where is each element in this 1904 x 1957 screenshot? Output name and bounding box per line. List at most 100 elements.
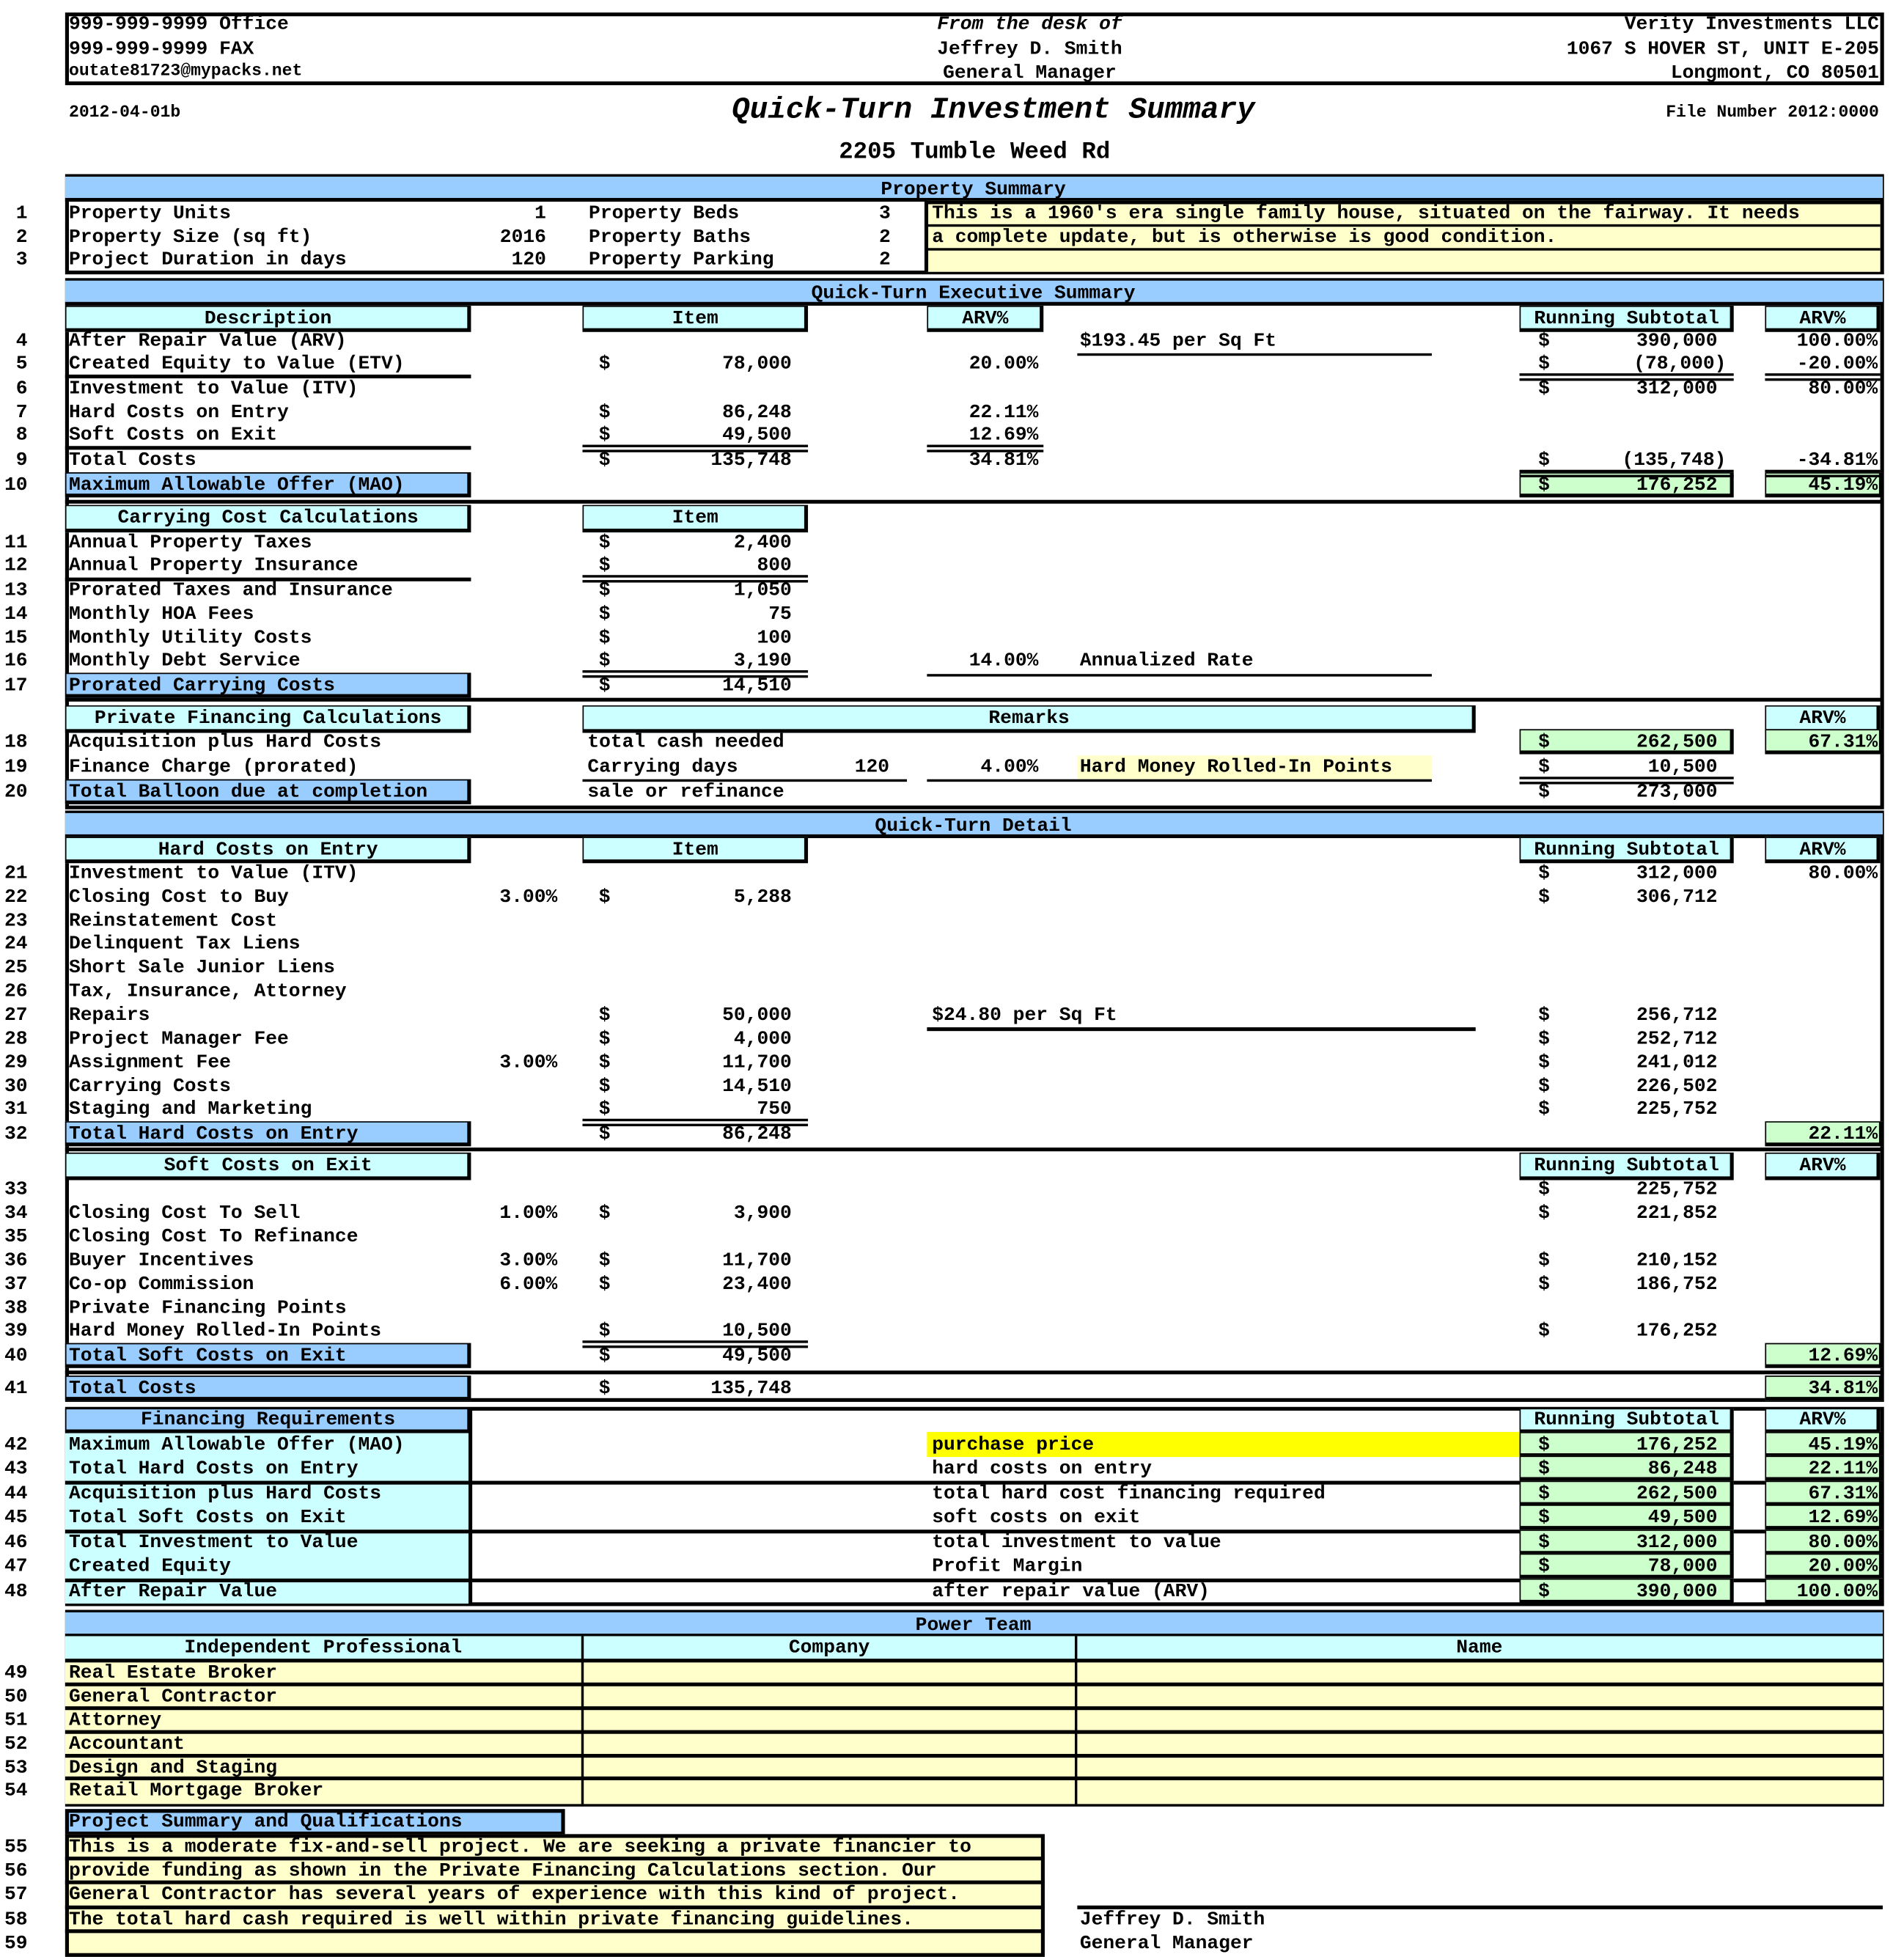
property-description-line[interactable]: This is a 1960's era single family house… bbox=[932, 202, 1800, 224]
row-number: 37 bbox=[4, 1272, 28, 1296]
row-number: 3 bbox=[15, 248, 28, 271]
arv-percent-total: 22.11% bbox=[1808, 1122, 1878, 1145]
running-subtotal: 312,000 bbox=[1636, 862, 1718, 885]
row-number: 49 bbox=[4, 1661, 28, 1684]
name-field[interactable] bbox=[1082, 1709, 1871, 1732]
row-number: 38 bbox=[4, 1296, 28, 1320]
line-item-label: Finance Charge (prorated) bbox=[68, 755, 359, 779]
row-number: 43 bbox=[4, 1457, 28, 1480]
currency-symbol: $ bbox=[1538, 1433, 1550, 1456]
project-summary-line[interactable] bbox=[69, 1932, 1040, 1955]
soft-col-arv-percent-label: ARV% bbox=[1799, 1153, 1846, 1177]
arv-percent-total: 80.00% bbox=[1808, 862, 1878, 885]
desc-border bbox=[927, 200, 1883, 205]
currency-symbol: $ bbox=[598, 579, 611, 602]
arv-percent: 22.11% bbox=[968, 400, 1039, 424]
currency-symbol: $ bbox=[1538, 1579, 1550, 1603]
from-desk-label: From the desk of bbox=[937, 12, 1122, 35]
row-number: 22 bbox=[4, 885, 28, 908]
manager-role: General Manager bbox=[943, 61, 1117, 84]
project-summary-line[interactable]: The total hard cash required is well wit… bbox=[68, 1908, 914, 1931]
running-subtotal: 256,712 bbox=[1636, 1003, 1718, 1027]
name-field[interactable] bbox=[1082, 1779, 1871, 1802]
item-amount: 800 bbox=[757, 554, 792, 576]
detail-header bbox=[65, 812, 1883, 837]
company-field[interactable] bbox=[589, 1662, 1065, 1684]
property-description bbox=[927, 200, 1881, 272]
row-number: 12 bbox=[4, 554, 28, 576]
name-field[interactable] bbox=[1082, 1733, 1871, 1755]
row-number: 15 bbox=[4, 626, 28, 650]
name-field[interactable] bbox=[1082, 1685, 1871, 1708]
currency-symbol: $ bbox=[1538, 1051, 1550, 1074]
property-field-label: Property Beds bbox=[589, 202, 740, 224]
line-item-label: Maximum Allowable Offer (MAO) bbox=[68, 473, 405, 496]
running-subtotal: 210,152 bbox=[1636, 1249, 1718, 1272]
line-item-label: Acquisition plus Hard Costs bbox=[68, 1482, 382, 1505]
arv-percent-total: -20.00% bbox=[1796, 352, 1878, 375]
note-text: after repair value (ARV) bbox=[932, 1579, 1210, 1603]
manager-name: Jeffrey D. Smith bbox=[937, 37, 1122, 61]
line-item-label: After Repair Value (ARV) bbox=[68, 329, 347, 353]
total-label-cell bbox=[65, 779, 471, 804]
row-number: 54 bbox=[4, 1779, 28, 1802]
project-summary-line[interactable]: General Contractor has several years of … bbox=[68, 1883, 960, 1906]
company-field[interactable] bbox=[589, 1779, 1065, 1802]
detail-col-arv-percent-label: ARV% bbox=[1799, 837, 1846, 860]
company-field[interactable] bbox=[589, 1733, 1065, 1755]
col-name: Name bbox=[1456, 1636, 1503, 1659]
running-subtotal: 241,012 bbox=[1636, 1051, 1718, 1074]
row-number: 36 bbox=[4, 1249, 28, 1272]
currency-symbol: $ bbox=[598, 649, 611, 672]
currency-symbol: $ bbox=[1538, 352, 1550, 375]
company-field[interactable] bbox=[589, 1756, 1065, 1779]
line-item-label: Created Equity to Value (ETV) bbox=[68, 352, 405, 375]
soft-col-running-subtotal-label: Running Subtotal bbox=[1534, 1153, 1719, 1177]
power-team-header bbox=[65, 1612, 1883, 1637]
currency-symbol: $ bbox=[1538, 1027, 1550, 1050]
double-rule bbox=[582, 670, 809, 673]
name-field[interactable] bbox=[1082, 1662, 1871, 1684]
line-item-label: Monthly Debt Service bbox=[68, 649, 301, 672]
arv-percent-total: 12.69% bbox=[1808, 1344, 1878, 1367]
company-field[interactable] bbox=[589, 1685, 1065, 1708]
carrying-col-item bbox=[582, 504, 809, 533]
property-description-line[interactable] bbox=[932, 248, 1884, 271]
letterhead-box bbox=[65, 12, 1884, 86]
col-description bbox=[65, 305, 471, 332]
col-independent-professional: Independent Professional bbox=[184, 1636, 463, 1659]
item-amount: 3,900 bbox=[733, 1201, 792, 1224]
project-summary-line[interactable]: provide funding as shown in the Private … bbox=[68, 1859, 937, 1882]
project-summary-line[interactable]: This is a moderate fix-and-sell project.… bbox=[68, 1835, 971, 1858]
row-number: 45 bbox=[4, 1505, 28, 1529]
rule bbox=[65, 1929, 1045, 1934]
row-number: 18 bbox=[4, 730, 28, 753]
currency-symbol: $ bbox=[1538, 1457, 1550, 1480]
name-field[interactable] bbox=[1082, 1756, 1871, 1779]
email-address[interactable]: outate81723@mypacks.net bbox=[68, 62, 303, 82]
running-subtotal: 226,502 bbox=[1636, 1074, 1718, 1098]
property-summary-box bbox=[65, 174, 1884, 275]
company-street: 1067 S HOVER ST, UNIT E-205 bbox=[1566, 37, 1879, 61]
professional-role: Design and Staging bbox=[68, 1756, 278, 1780]
group-rule bbox=[65, 1530, 1883, 1534]
arv-percent-total: 67.31% bbox=[1808, 730, 1878, 753]
company-field[interactable] bbox=[589, 1709, 1065, 1732]
note-text: Profit Margin bbox=[932, 1554, 1083, 1578]
currency-symbol: $ bbox=[1538, 885, 1550, 908]
arv-percent: 12.69% bbox=[968, 423, 1039, 447]
running-subtotal: 176,252 bbox=[1636, 1433, 1718, 1456]
section-rule bbox=[65, 1148, 1883, 1152]
col-running-subtotal bbox=[1519, 305, 1734, 332]
arv-percent-total: 100.00% bbox=[1796, 329, 1878, 353]
row-number: 17 bbox=[4, 674, 28, 697]
arv-percent: 4.00% bbox=[980, 755, 1039, 779]
property-description-line[interactable]: a complete update, but is otherwise is g… bbox=[932, 225, 1557, 249]
item-amount: 49,500 bbox=[722, 423, 792, 447]
line-item-label: Short Sale Junior Liens bbox=[68, 955, 335, 979]
row-number: 28 bbox=[4, 1027, 28, 1050]
currency-symbol: $ bbox=[1538, 1097, 1550, 1120]
row-number: 23 bbox=[4, 909, 28, 933]
detail-header-title: Quick-Turn Detail bbox=[875, 813, 1072, 837]
